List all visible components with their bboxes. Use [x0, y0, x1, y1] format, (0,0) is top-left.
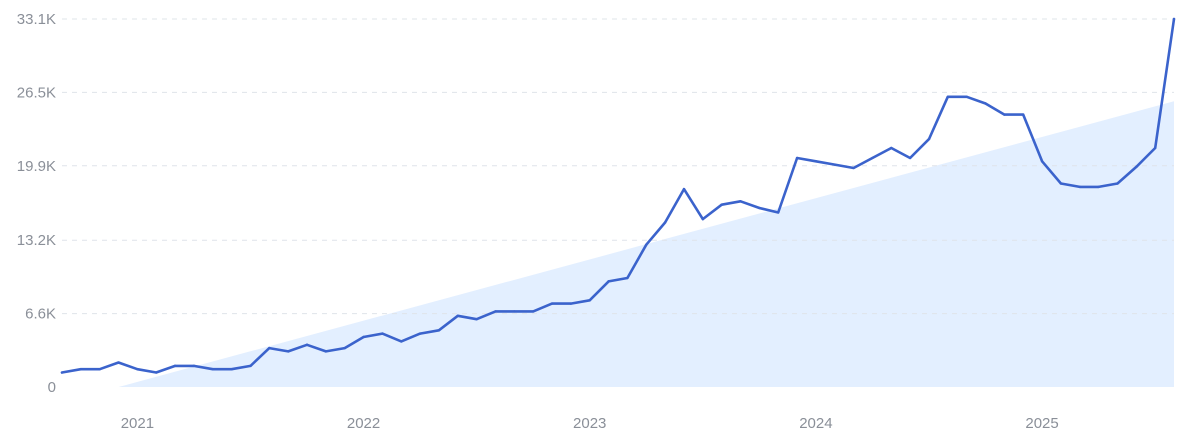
data-point [475, 317, 478, 321]
data-point [324, 350, 328, 353]
x-tick-label: 2021 [121, 415, 154, 432]
data-point [192, 364, 196, 368]
data-point [494, 310, 497, 313]
data-point [1135, 165, 1138, 169]
data-point [513, 310, 516, 313]
data-point [343, 346, 346, 350]
data-point [1059, 182, 1063, 185]
data-point [381, 332, 384, 335]
data-point [569, 302, 573, 305]
data-point [626, 276, 629, 280]
data-point [60, 371, 64, 374]
data-point [758, 206, 761, 210]
data-point [663, 221, 667, 224]
data-point [117, 361, 120, 364]
data-point [965, 95, 968, 99]
data-point [852, 166, 855, 170]
y-tick-label: 6.6K [25, 306, 56, 323]
data-point [249, 364, 252, 368]
y-tick-label: 0 [48, 379, 56, 396]
data-point [1003, 113, 1006, 116]
data-point [79, 368, 83, 371]
data-point [286, 350, 290, 353]
data-point [136, 368, 139, 371]
data-point [814, 160, 818, 163]
x-tick-label: 2024 [799, 415, 832, 432]
data-point [908, 156, 912, 160]
data-point [305, 343, 309, 346]
data-point [155, 371, 158, 374]
data-point [701, 217, 705, 221]
y-tick-label: 19.9K [17, 158, 56, 175]
data-point [984, 102, 987, 105]
data-point [946, 95, 950, 99]
x-tick-label: 2025 [1025, 415, 1058, 432]
data-point [927, 137, 931, 141]
data-point [268, 346, 271, 350]
data-point [607, 280, 610, 283]
data-point [1172, 17, 1176, 21]
y-axis: 0 6.6K 13.2K 19.9K 26.5K 33.1K [17, 11, 56, 396]
data-point [98, 368, 101, 371]
data-point [230, 368, 233, 371]
data-point [550, 302, 554, 305]
data-point [720, 203, 723, 206]
data-point [1153, 146, 1157, 150]
data-point [362, 335, 365, 339]
y-tick-label: 26.5K [17, 84, 56, 101]
y-tick-label: 13.2K [17, 232, 56, 249]
data-point [795, 156, 799, 160]
data-point [1078, 185, 1081, 189]
data-point [777, 211, 780, 214]
data-point [833, 163, 836, 166]
data-point [890, 146, 893, 150]
data-point [871, 156, 874, 160]
data-point [531, 310, 535, 313]
data-point [739, 200, 742, 203]
y-tick-label: 33.1K [17, 11, 56, 28]
series-group [60, 17, 1176, 374]
data-point [173, 364, 177, 368]
x-tick-label: 2022 [347, 415, 380, 432]
data-point [1040, 160, 1044, 163]
data-point [1097, 185, 1100, 189]
x-axis: 2021 2022 2023 2024 2025 [121, 415, 1059, 432]
data-point [588, 299, 591, 302]
data-point [456, 314, 459, 318]
series-line [60, 17, 1176, 374]
data-point [437, 329, 441, 332]
data-point [400, 340, 403, 343]
data-point [645, 243, 648, 246]
data-point [1116, 182, 1119, 185]
data-point [211, 368, 214, 371]
data-point [682, 187, 686, 191]
data-point [1022, 113, 1025, 116]
data-point [418, 332, 422, 335]
x-tick-label: 2023 [573, 415, 606, 432]
